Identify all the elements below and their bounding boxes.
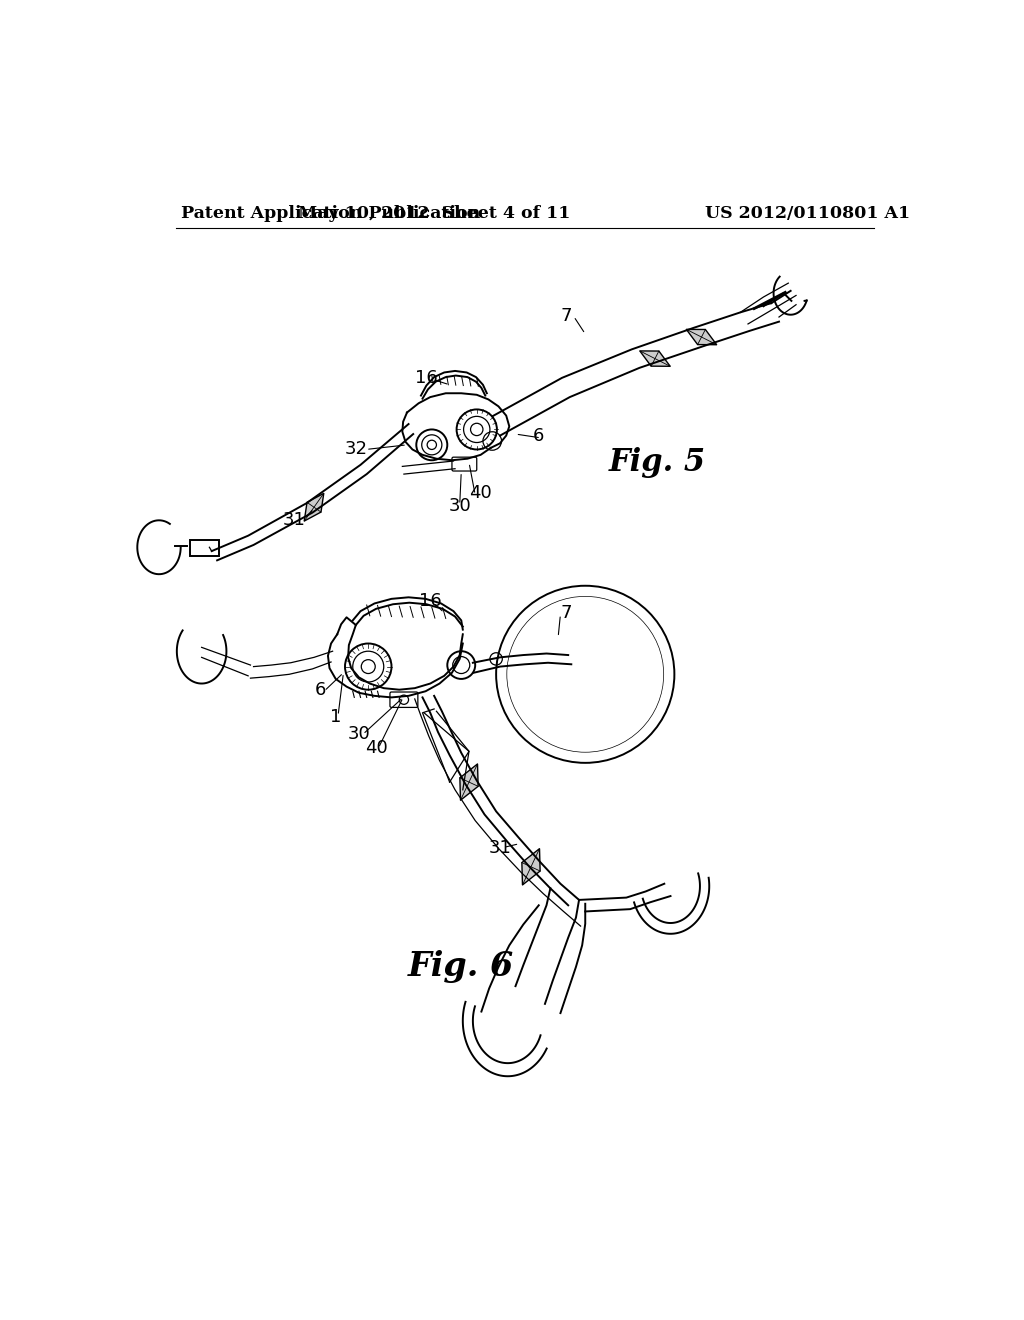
Text: 7: 7 [560,603,571,622]
Text: 6: 6 [314,681,326,698]
Bar [190,540,219,557]
Polygon shape [304,494,324,521]
Text: 6: 6 [534,426,545,445]
Text: Fig. 5: Fig. 5 [608,447,706,478]
Text: 30: 30 [347,726,371,743]
Text: 40: 40 [365,739,387,758]
Text: 16: 16 [415,368,437,387]
Polygon shape [460,764,478,800]
Text: 7: 7 [560,308,571,325]
Text: May 10, 2012  Sheet 4 of 11: May 10, 2012 Sheet 4 of 11 [298,206,570,222]
Text: 32: 32 [345,441,368,458]
Text: Fig. 6: Fig. 6 [409,950,514,983]
Text: US 2012/0110801 A1: US 2012/0110801 A1 [706,206,910,222]
Polygon shape [640,351,670,366]
Polygon shape [686,330,717,345]
Text: 31: 31 [488,838,511,857]
Text: 30: 30 [449,498,471,515]
Text: 16: 16 [419,593,441,610]
Text: 31: 31 [284,511,306,529]
Polygon shape [522,849,540,884]
Text: Patent Application Publication: Patent Application Publication [180,206,480,222]
Text: 1: 1 [330,708,341,726]
Text: 40: 40 [469,484,492,503]
